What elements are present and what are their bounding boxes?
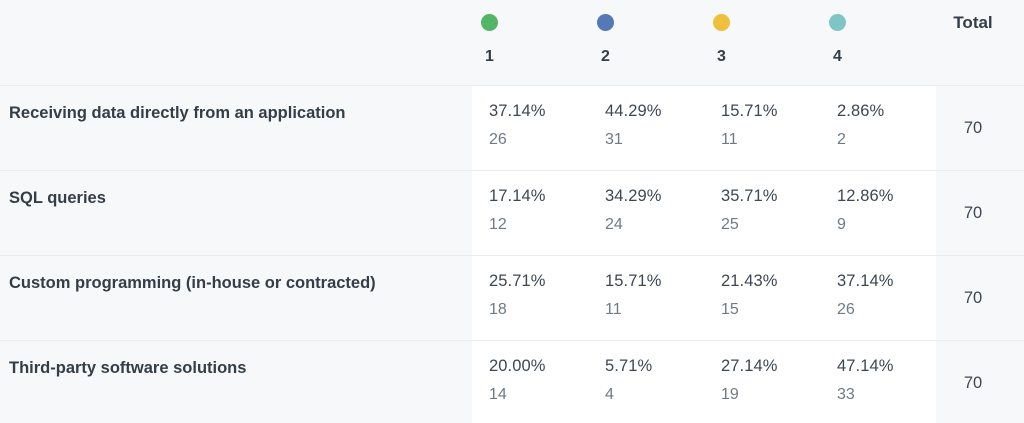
percent-value: 37.14% xyxy=(837,272,894,290)
row-total: 70 xyxy=(936,171,1024,255)
percent-value: 2.86% xyxy=(837,102,885,120)
percent-value: 25.71% xyxy=(489,272,546,290)
yellow-dot-icon xyxy=(713,14,730,31)
count-value: 11 xyxy=(605,301,622,318)
table-row: SQL queries 17.14% 12 34.29% 24 35.71% 2… xyxy=(0,170,1024,255)
row-label: Third-party software solutions xyxy=(0,341,472,423)
row-label: SQL queries xyxy=(0,171,472,255)
row-label: Custom programming (in-house or contract… xyxy=(0,256,472,340)
count-value: 9 xyxy=(837,216,846,233)
count-value: 25 xyxy=(721,216,739,233)
answer-cell: 44.29% 31 xyxy=(588,86,704,170)
percent-value: 47.14% xyxy=(837,357,894,375)
percent-value: 27.14% xyxy=(721,357,778,375)
count-value: 26 xyxy=(489,131,507,148)
row-total: 70 xyxy=(936,86,1024,170)
percent-value: 15.71% xyxy=(721,102,778,120)
count-value: 31 xyxy=(605,131,623,148)
count-value: 18 xyxy=(489,301,507,318)
answer-cell: 15.71% 11 xyxy=(704,86,820,170)
column-header-total: Total xyxy=(953,13,993,32)
column-header-option-1: 1 xyxy=(472,0,588,85)
count-value: 24 xyxy=(605,216,623,233)
teal-dot-icon xyxy=(829,14,846,31)
percent-value: 34.29% xyxy=(605,187,662,205)
column-header-number: 1 xyxy=(485,48,494,65)
answer-cell: 37.14% 26 xyxy=(820,256,936,340)
header-label-spacer xyxy=(0,0,472,85)
column-header-number: 2 xyxy=(601,48,610,65)
answer-cell: 20.00% 14 xyxy=(472,341,588,423)
count-value: 12 xyxy=(489,216,507,233)
column-header-number: 3 xyxy=(717,48,726,65)
percent-value: 5.71% xyxy=(605,357,653,375)
column-header-number: 4 xyxy=(833,48,842,65)
row-label: Receiving data directly from an applicat… xyxy=(0,86,472,170)
table-header-row: 1 2 3 4 Total xyxy=(0,0,1024,85)
count-value: 19 xyxy=(721,386,739,403)
count-value: 11 xyxy=(721,131,738,148)
count-value: 2 xyxy=(837,131,846,148)
percent-value: 37.14% xyxy=(489,102,546,120)
table-row: Custom programming (in-house or contract… xyxy=(0,255,1024,340)
green-dot-icon xyxy=(481,14,498,31)
table-row: Third-party software solutions 20.00% 14… xyxy=(0,340,1024,423)
count-value: 14 xyxy=(489,386,507,403)
answer-cell: 15.71% 11 xyxy=(588,256,704,340)
answer-cell: 5.71% 4 xyxy=(588,341,704,423)
count-value: 33 xyxy=(837,386,855,403)
percent-value: 17.14% xyxy=(489,187,546,205)
row-total: 70 xyxy=(936,341,1024,423)
answer-cell: 47.14% 33 xyxy=(820,341,936,423)
percent-value: 12.86% xyxy=(837,187,894,205)
percent-value: 35.71% xyxy=(721,187,778,205)
column-header-option-3: 3 xyxy=(704,0,820,85)
answer-cell: 27.14% 19 xyxy=(704,341,820,423)
column-header-option-2: 2 xyxy=(588,0,704,85)
answer-cell: 21.43% 15 xyxy=(704,256,820,340)
answer-cell: 35.71% 25 xyxy=(704,171,820,255)
blue-dot-icon xyxy=(597,14,614,31)
percent-value: 21.43% xyxy=(721,272,778,290)
row-total: 70 xyxy=(936,256,1024,340)
count-value: 26 xyxy=(837,301,855,318)
count-value: 15 xyxy=(721,301,739,318)
percent-value: 44.29% xyxy=(605,102,662,120)
answer-cell: 2.86% 2 xyxy=(820,86,936,170)
percent-value: 15.71% xyxy=(605,272,662,290)
answer-cell: 34.29% 24 xyxy=(588,171,704,255)
answer-cell: 37.14% 26 xyxy=(472,86,588,170)
answer-cell: 17.14% 12 xyxy=(472,171,588,255)
answer-cell: 12.86% 9 xyxy=(820,171,936,255)
answer-cell: 25.71% 18 xyxy=(472,256,588,340)
count-value: 4 xyxy=(605,386,614,403)
table-row: Receiving data directly from an applicat… xyxy=(0,85,1024,170)
column-header-option-4: 4 xyxy=(820,0,936,85)
percent-value: 20.00% xyxy=(489,357,546,375)
